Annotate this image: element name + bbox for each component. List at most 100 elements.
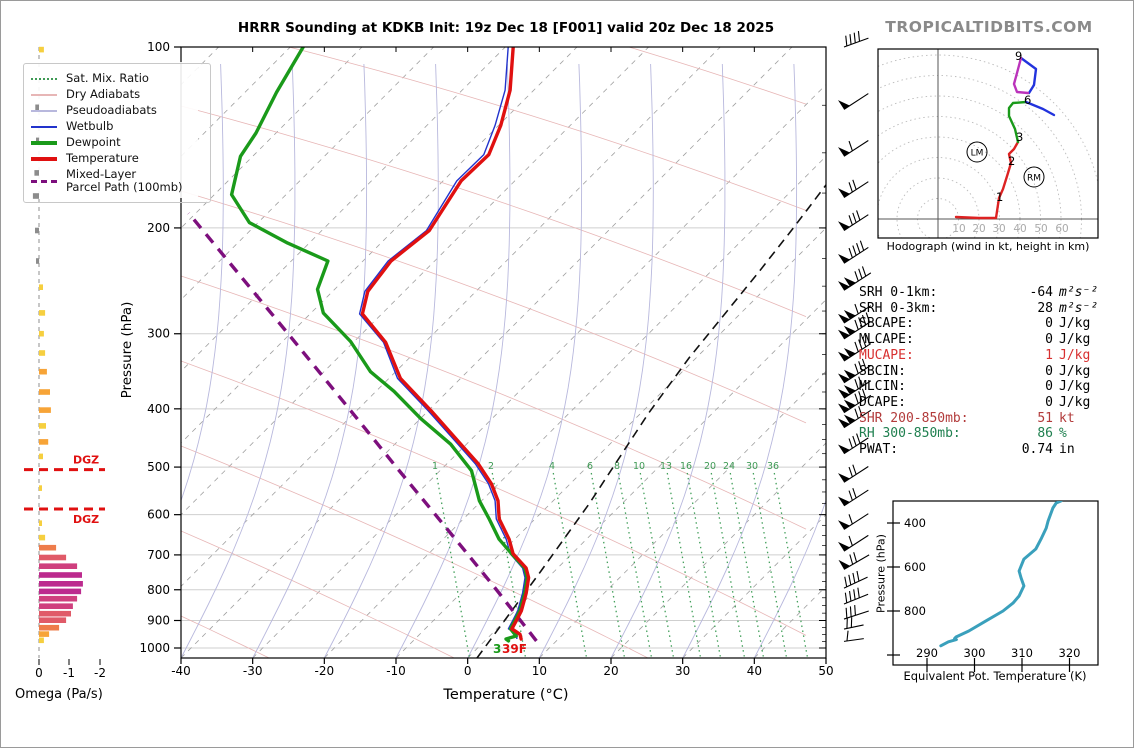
svg-text:RM: RM (1027, 174, 1041, 184)
stat-value: 0 (1045, 394, 1053, 410)
skewt-legend: Sat. Mix. Ratio Dry Adiabats Pseudoadiabat… (23, 63, 211, 203)
svg-text:60: 60 (1055, 223, 1068, 235)
svg-text:400: 400 (147, 402, 170, 416)
svg-text:50: 50 (1034, 223, 1047, 235)
svg-text:300: 300 (147, 327, 170, 341)
stat-unit: in (1059, 442, 1075, 458)
omega-bar (39, 588, 82, 595)
omega-bar (39, 453, 43, 460)
wind-barb (843, 630, 864, 642)
svg-text:4: 4 (549, 461, 555, 472)
dashed-reference-line (476, 184, 826, 658)
stat-unit: J/kg (1059, 394, 1091, 410)
legend-item: Wetbulb (31, 120, 203, 133)
svg-text:2: 2 (488, 461, 494, 472)
svg-text:6: 6 (587, 461, 593, 472)
svg-text:0: 0 (35, 666, 43, 680)
svg-text:3: 3 (493, 642, 501, 656)
legend-swatch-solid (31, 93, 57, 96)
svg-text:320: 320 (1059, 646, 1081, 660)
temperature-axis-label: Temperature (°C) (443, 687, 569, 703)
stat-value: 0.74 (1021, 442, 1053, 458)
chart-title: HRRR Sounding at KDKB Init: 19z Dec 18 [… (237, 20, 775, 36)
svg-text:0: 0 (464, 664, 472, 678)
legend-item: Sat. Mix. Ratio (31, 72, 203, 85)
parcel-path-curve (187, 212, 538, 642)
svg-text:310: 310 (1011, 646, 1033, 660)
stat-row: MLCAPE: 0 J/kg (859, 332, 1109, 348)
wind-barb (838, 140, 869, 157)
svg-text:30: 30 (675, 664, 690, 678)
omega-bar (39, 595, 78, 602)
omega-bar (39, 603, 73, 609)
stat-label: RH 300-850mb: (859, 426, 961, 442)
svg-text:8: 8 (614, 461, 620, 472)
wind-barb (843, 587, 869, 605)
stat-unit: kt (1059, 410, 1075, 426)
svg-text:50: 50 (818, 664, 833, 678)
svg-text:-1: -1 (63, 666, 75, 680)
mixing-ratio-lines: 1 2 4 6 8 10 13 16 20 24 30 36 (432, 461, 809, 658)
stat-label: SRH 0-1km: (859, 285, 938, 300)
pressure-axis-label: Pressure (hPa) (119, 301, 135, 399)
wind-barb (843, 617, 864, 630)
svg-text:700: 700 (147, 548, 170, 562)
stat-value: 0 (1045, 379, 1053, 395)
legend-label: Mixed-Layer Parcel Path (100mb) (66, 167, 183, 194)
svg-text:DGZ: DGZ (73, 513, 99, 526)
stat-unit: J/kg (1059, 332, 1091, 348)
svg-text:-40: -40 (171, 664, 191, 678)
svg-text:600: 600 (904, 560, 926, 574)
legend-swatch-solid (31, 125, 57, 128)
svg-text:30: 30 (746, 461, 758, 472)
theta-e-y-axis-label: Pressure (hPa) (874, 534, 888, 613)
omega-bars (32, 46, 83, 644)
hodograph: 10 20 30 40 50 60 1 23 6 9 LM RM (877, 48, 1099, 239)
omega-bar (39, 310, 46, 316)
svg-text:200: 200 (147, 221, 170, 235)
brand-watermark: TROPICALTIDBITS.COM (885, 18, 1093, 36)
stat-unit: J/kg (1059, 316, 1091, 332)
stat-label: SRH 0-3km: (859, 300, 938, 316)
wind-barb (838, 464, 869, 483)
wind-barb (838, 303, 872, 324)
wind-barbs (838, 31, 872, 642)
omega-bar (34, 170, 39, 176)
svg-text:-2: -2 (94, 666, 106, 680)
legend-item: Pseudoadiabats (31, 104, 203, 117)
temperature-curve (360, 47, 531, 641)
omega-bar (39, 350, 46, 356)
svg-text:600: 600 (147, 508, 170, 522)
hodograph-rings: 10 20 30 40 50 60 (878, 49, 1098, 238)
omega-bar (39, 610, 71, 617)
svg-text:3: 3 (1016, 130, 1023, 144)
stat-value: 1 (1045, 347, 1053, 363)
stat-label: MUCAPE: (859, 347, 914, 363)
stat-label: SBCIN: (859, 363, 906, 379)
omega-bar (36, 137, 40, 144)
omega-bar (39, 534, 46, 541)
omega-bar (39, 581, 83, 587)
omega-bar (39, 637, 44, 644)
stat-label: PWAT: (859, 442, 899, 458)
svg-text:900: 900 (147, 613, 170, 627)
svg-text:20: 20 (704, 461, 716, 472)
omega-bar (39, 368, 47, 375)
wind-barb (838, 552, 870, 570)
omega-bar (35, 227, 39, 234)
theta-e-chart: 400 600 800 290 300 310 320 (887, 500, 1099, 672)
svg-text:20: 20 (972, 223, 985, 235)
stat-row: MUCAPE: 1 J/kg (859, 348, 1109, 364)
stat-unit: % (1059, 426, 1067, 442)
legend-label: Sat. Mix. Ratio (66, 71, 149, 85)
wind-barb (838, 240, 869, 264)
omega-axis-label: Omega (Pa/s) (15, 687, 103, 702)
stats-panel: SRH 0-1km: -64 m²s⁻² SRH 0-3km: 28 m²s⁻² SBCAP… (859, 285, 1109, 458)
legend-label: Dry Adiabats (66, 87, 141, 101)
svg-text:10: 10 (633, 461, 645, 472)
stat-row: SHR 200-850mb: 51 kt (859, 411, 1109, 427)
svg-text:800: 800 (147, 583, 170, 597)
